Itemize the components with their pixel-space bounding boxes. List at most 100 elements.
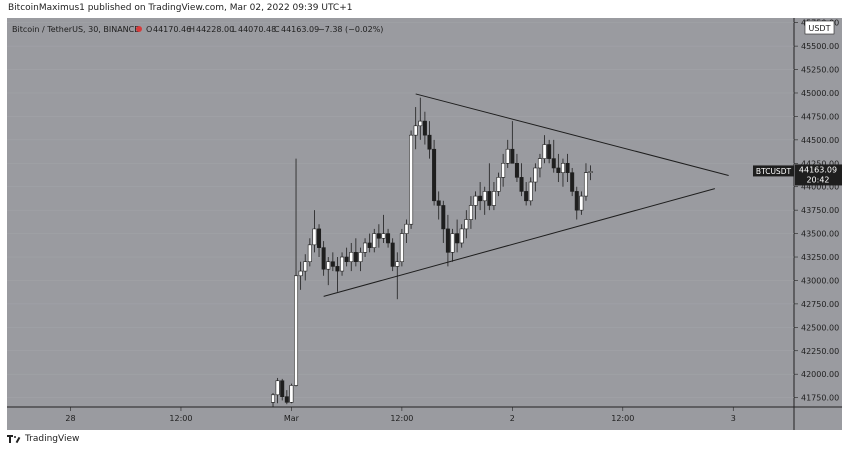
candle [556, 153, 561, 183]
candle-body [505, 148, 510, 164]
candle [353, 238, 358, 267]
candle [445, 214, 450, 267]
footer: TradingView [7, 432, 79, 446]
candle [560, 158, 565, 187]
candle [501, 153, 506, 187]
candle-body [358, 252, 363, 263]
candle [381, 214, 386, 243]
candle [386, 228, 391, 248]
candle-body [565, 162, 570, 173]
candle-body [427, 134, 432, 150]
candle-body [330, 261, 335, 267]
candle-body [367, 242, 372, 248]
time-axis[interactable] [7, 407, 794, 430]
ohlc-high-value: 44228.00 [196, 25, 234, 34]
candle-body [478, 195, 483, 202]
price-tick-label: 42750.00 [801, 300, 839, 309]
price-tick-label: 42500.00 [801, 323, 839, 332]
candle-body [570, 172, 575, 192]
candle [565, 153, 570, 183]
ohlc-high-label: H [189, 25, 195, 34]
candle-body [510, 148, 515, 164]
candle [303, 254, 308, 281]
candle-body [386, 233, 391, 244]
candle-body [501, 162, 506, 178]
candle-body [317, 228, 322, 248]
trendline-upper[interactable] [415, 93, 729, 176]
candle-body [289, 385, 294, 403]
candle [363, 238, 368, 258]
candle [289, 383, 294, 404]
candle [436, 191, 441, 220]
time-tick-label: 2 [510, 414, 515, 423]
plot-area[interactable] [7, 18, 794, 407]
currency-badge[interactable]: USDT [804, 20, 835, 35]
time-tick-label: 3 [731, 414, 736, 423]
candle [422, 111, 427, 145]
time-tick-label: 12:00 [611, 414, 634, 423]
candle-body [307, 244, 312, 263]
candle-body [537, 158, 542, 169]
currency-label: USDT [809, 24, 831, 33]
candle-body [514, 162, 519, 178]
price-tick-label: 45250.00 [801, 66, 839, 75]
candle [514, 153, 519, 183]
candle [418, 97, 423, 140]
candle-body [556, 167, 561, 173]
candlestick-series [271, 97, 593, 407]
candle [455, 219, 460, 253]
candle [358, 247, 363, 272]
candle [275, 377, 280, 404]
candle-body [560, 162, 565, 173]
candle [542, 135, 547, 164]
candle [505, 139, 510, 168]
price-marker-ticker: BTCUSDT [756, 167, 792, 176]
candle [547, 139, 552, 164]
candle-body [363, 242, 368, 253]
candle [496, 172, 501, 197]
candle [459, 224, 464, 248]
candle [294, 158, 299, 387]
candle [298, 261, 303, 290]
candle-body [583, 172, 588, 197]
candle [413, 107, 418, 150]
candle-body [455, 233, 460, 244]
candle-body [349, 252, 354, 263]
candle-body [340, 256, 345, 272]
candle-body [547, 144, 552, 159]
ohlc-open-label: O [146, 25, 152, 34]
trendline-lower[interactable] [323, 188, 715, 297]
candle-body [326, 261, 331, 270]
price-axis[interactable] [794, 18, 842, 430]
time-tick-label: 12:00 [390, 414, 413, 423]
candle-body [519, 177, 524, 192]
triangle-pattern [323, 93, 729, 297]
candle-body [303, 261, 308, 272]
current-price-marker[interactable]: BTCUSDT 44163.09 20:42 [753, 164, 842, 186]
candle-body [487, 191, 492, 206]
candle [450, 228, 455, 262]
candle [326, 257, 331, 286]
candle-body [459, 228, 464, 244]
candle-body [399, 233, 404, 263]
candle-body [390, 242, 395, 267]
candle [271, 392, 276, 407]
candle [441, 200, 446, 243]
candle-body [422, 120, 427, 136]
time-axis-labels: 28 12:00 Mar 12:00 2 12:00 3 [65, 407, 736, 423]
candle-body [418, 120, 423, 127]
candle-body [588, 171, 593, 173]
candle [583, 163, 588, 201]
candle [528, 177, 533, 206]
candle-body [395, 261, 400, 267]
candle [579, 191, 584, 215]
candle-body [542, 144, 547, 159]
candle [533, 163, 538, 192]
candle [307, 238, 312, 267]
candle-body [404, 223, 409, 234]
candle-body [533, 167, 538, 183]
candle [464, 210, 469, 239]
candle [491, 182, 496, 211]
symbol-legend[interactable]: Bitcoin / TetherUS, 30, BINANCE O 44170.… [12, 25, 383, 34]
symbol-title: Bitcoin / TetherUS, 30, BINANCE [12, 25, 139, 34]
